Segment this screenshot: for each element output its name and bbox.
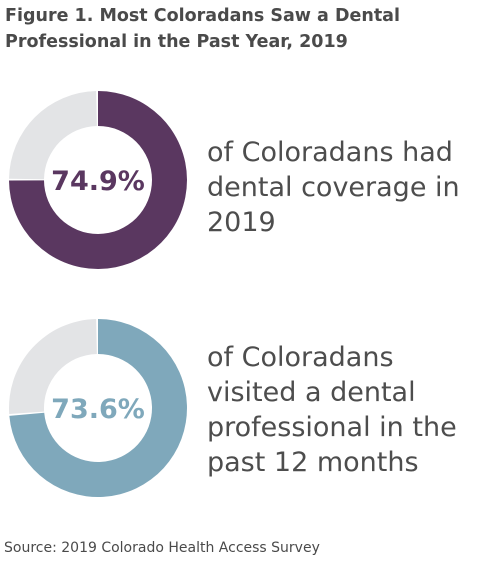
coverage-remainder-segment xyxy=(9,91,97,180)
figure-title: Figure 1. Most Coloradans Saw a Dental P… xyxy=(5,6,400,52)
coverage-description: of Coloradans had dental coverage in 201… xyxy=(207,137,460,238)
visited-remainder-segment xyxy=(9,319,97,414)
coverage-donut: 74.9% xyxy=(8,90,188,270)
visited-percent-label: 73.6% xyxy=(51,394,145,425)
coverage-value-segment xyxy=(9,91,187,269)
source-note: Source: 2019 Colorado Health Access Surv… xyxy=(4,540,320,556)
coverage-percent-label: 74.9% xyxy=(51,166,145,197)
visited-value-segment xyxy=(9,319,187,497)
visited-donut-svg: 73.6% xyxy=(9,319,187,497)
coverage-donut-svg: 74.9% xyxy=(9,91,187,269)
visited-description: of Coloradans visited a dental professio… xyxy=(207,342,457,478)
visited-donut: 73.6% xyxy=(8,318,188,498)
